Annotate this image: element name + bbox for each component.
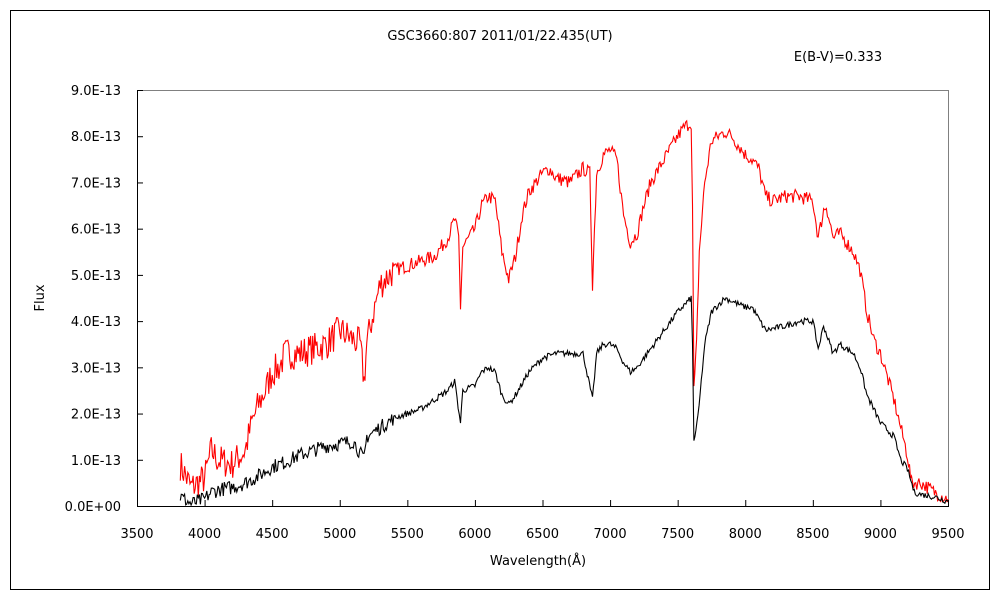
x-tick-label: 5500 — [391, 527, 424, 542]
y-tick-label: 7.0E-13 — [71, 176, 121, 191]
y-tick-label: 1.0E-13 — [71, 454, 121, 469]
x-tick-label: 7000 — [594, 527, 627, 542]
x-tick-label: 4000 — [188, 527, 221, 542]
x-axis-label: Wavelength(Å) — [490, 553, 586, 569]
x-tick-label: 6500 — [526, 527, 559, 542]
y-tick-label: 4.0E-13 — [71, 315, 121, 330]
y-axis-label: Flux — [33, 284, 48, 311]
y-tick-label: 8.0E-13 — [71, 130, 121, 145]
y-tick-label: 2.0E-13 — [71, 408, 121, 423]
y-tick-label: 6.0E-13 — [71, 223, 121, 238]
x-tick-label: 3500 — [120, 527, 153, 542]
x-tick-label: 5000 — [323, 527, 356, 542]
chart-title: GSC3660:807 2011/01/22.435(UT) — [387, 29, 612, 44]
y-tick-label: 3.0E-13 — [71, 361, 121, 376]
dereddened-spectrum-line — [179, 119, 949, 503]
x-tick-label: 9500 — [931, 527, 964, 542]
x-tick-label: 8500 — [796, 527, 829, 542]
x-tick-label: 4500 — [256, 527, 289, 542]
ebv-annotation: E(B-V)=0.333 — [794, 50, 882, 65]
chart-border — [10, 10, 990, 590]
x-tick-label: 9000 — [864, 527, 897, 542]
observed-spectrum-line — [179, 295, 949, 507]
y-tick-label: 9.0E-13 — [71, 84, 121, 99]
y-tick-label: 0.0E+00 — [65, 500, 121, 515]
x-tick-label: 7500 — [661, 527, 694, 542]
x-tick-label: 6000 — [458, 527, 491, 542]
x-tick-label: 8000 — [729, 527, 762, 542]
y-tick-label: 5.0E-13 — [71, 269, 121, 284]
